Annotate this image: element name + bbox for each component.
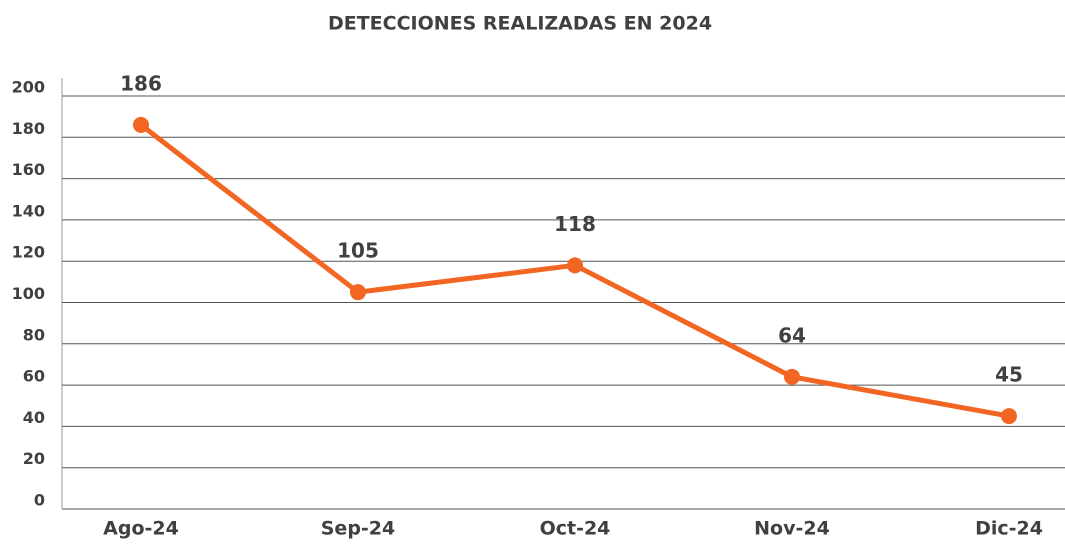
point xyxy=(1001,408,1017,425)
point xyxy=(784,368,800,385)
point xyxy=(567,257,583,274)
y-tick-label: 120 xyxy=(12,243,45,262)
point xyxy=(133,116,149,133)
data-label: 186 xyxy=(120,71,162,95)
x-tick-label: Nov-24 xyxy=(754,518,830,540)
point xyxy=(350,284,366,301)
x-tick-label: Sep-24 xyxy=(321,518,396,540)
data-label: 118 xyxy=(554,212,596,236)
x-tick-label: Dic-24 xyxy=(975,518,1043,540)
y-tick-label: 20 xyxy=(23,449,45,468)
x-tick-label: Ago-24 xyxy=(103,518,179,540)
y-tick-label: 160 xyxy=(12,160,45,179)
y-tick-label: 140 xyxy=(12,201,45,220)
data-label: 64 xyxy=(778,323,806,347)
data-label: 45 xyxy=(995,363,1023,387)
y-tick-label: 0 xyxy=(34,491,45,510)
y-tick-label: 200 xyxy=(12,78,45,97)
chart-title: DETECCIONES REALIZADAS EN 2024 xyxy=(328,13,712,35)
x-tick-label: Oct-24 xyxy=(540,518,611,540)
y-tick-label: 80 xyxy=(23,325,45,344)
data-label: 105 xyxy=(337,239,379,263)
y-tick-label: 60 xyxy=(23,367,45,386)
y-tick-label: 40 xyxy=(23,408,45,427)
y-tick-label: 100 xyxy=(12,284,45,303)
y-tick-label: 180 xyxy=(12,119,45,138)
